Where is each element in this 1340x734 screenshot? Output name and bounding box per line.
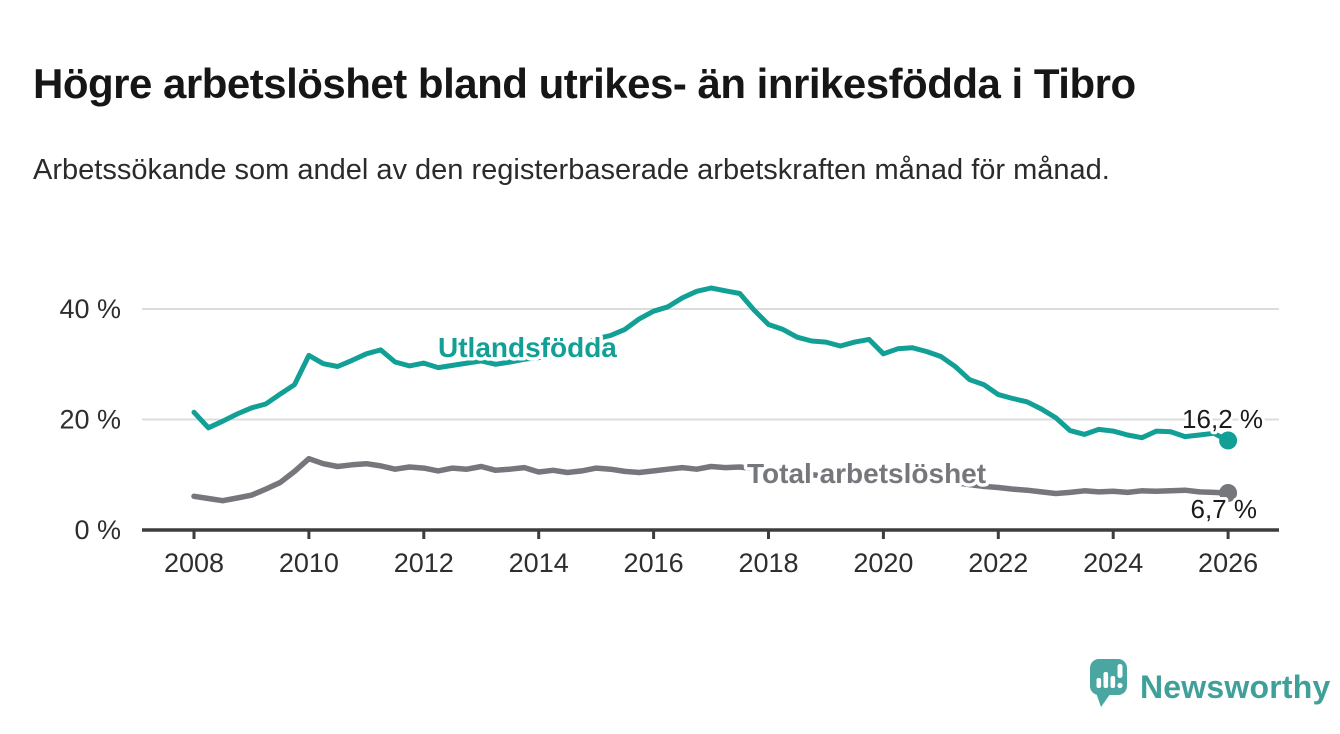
end-dots (1219, 431, 1238, 502)
y-axis-labels: 0 % 20 % 40 % (59, 294, 121, 545)
end-value-utlandsfodda: 16,2 % (1182, 404, 1263, 434)
y-tick-label: 20 % (59, 405, 121, 435)
x-axis: 2008 2010 2012 2014 2016 2018 2020 2022 2024 2026 (142, 528, 1279, 578)
series-lines (191, 285, 1231, 504)
series-label-total-arbetsloshet: Total arbetslöshet (747, 458, 986, 489)
x-tick-label: 2010 (279, 548, 339, 578)
logo-text: Newsworthy (1140, 669, 1330, 705)
x-tick-label: 2008 (164, 548, 224, 578)
line-utlandsfodda (191, 285, 1231, 443)
x-tick-label: 2014 (509, 548, 569, 578)
gridlines (142, 308, 1279, 421)
x-tick-label: 2018 (738, 548, 798, 578)
x-tick-label: 2024 (1083, 548, 1143, 578)
y-tick-label: 0 % (74, 515, 121, 545)
x-tick-label: 2026 (1198, 548, 1258, 578)
y-tick-label: 40 % (59, 294, 121, 324)
series-label-utlandsfodda: Utlandsfödda (438, 332, 617, 363)
end-dot-total-arbetsloshet (1219, 483, 1238, 502)
x-tick-label: 2022 (968, 548, 1028, 578)
logo-bars-icon (1096, 664, 1123, 689)
end-dot-utlandsfodda (1219, 431, 1238, 450)
x-tick-label: 2012 (394, 548, 454, 578)
chart-subtitle: Arbetssökande som andel av den registerb… (33, 154, 1110, 186)
end-value-total-arbetsloshet: 6,7 % (1191, 494, 1258, 524)
newsworthy-logo: Newsworthy (1090, 659, 1330, 707)
end-value-labels: 16,2 % 6,7 % (1179, 401, 1266, 527)
chart-title: Högre arbetslöshet bland utrikes- än inr… (33, 60, 1136, 108)
line-total-arbetsloshet (191, 455, 1231, 504)
x-tick-label: 2016 (624, 548, 684, 578)
series-labels: Utlandsfödda Total arbetslöshet (435, 329, 990, 493)
x-tick-label: 2020 (853, 548, 913, 578)
